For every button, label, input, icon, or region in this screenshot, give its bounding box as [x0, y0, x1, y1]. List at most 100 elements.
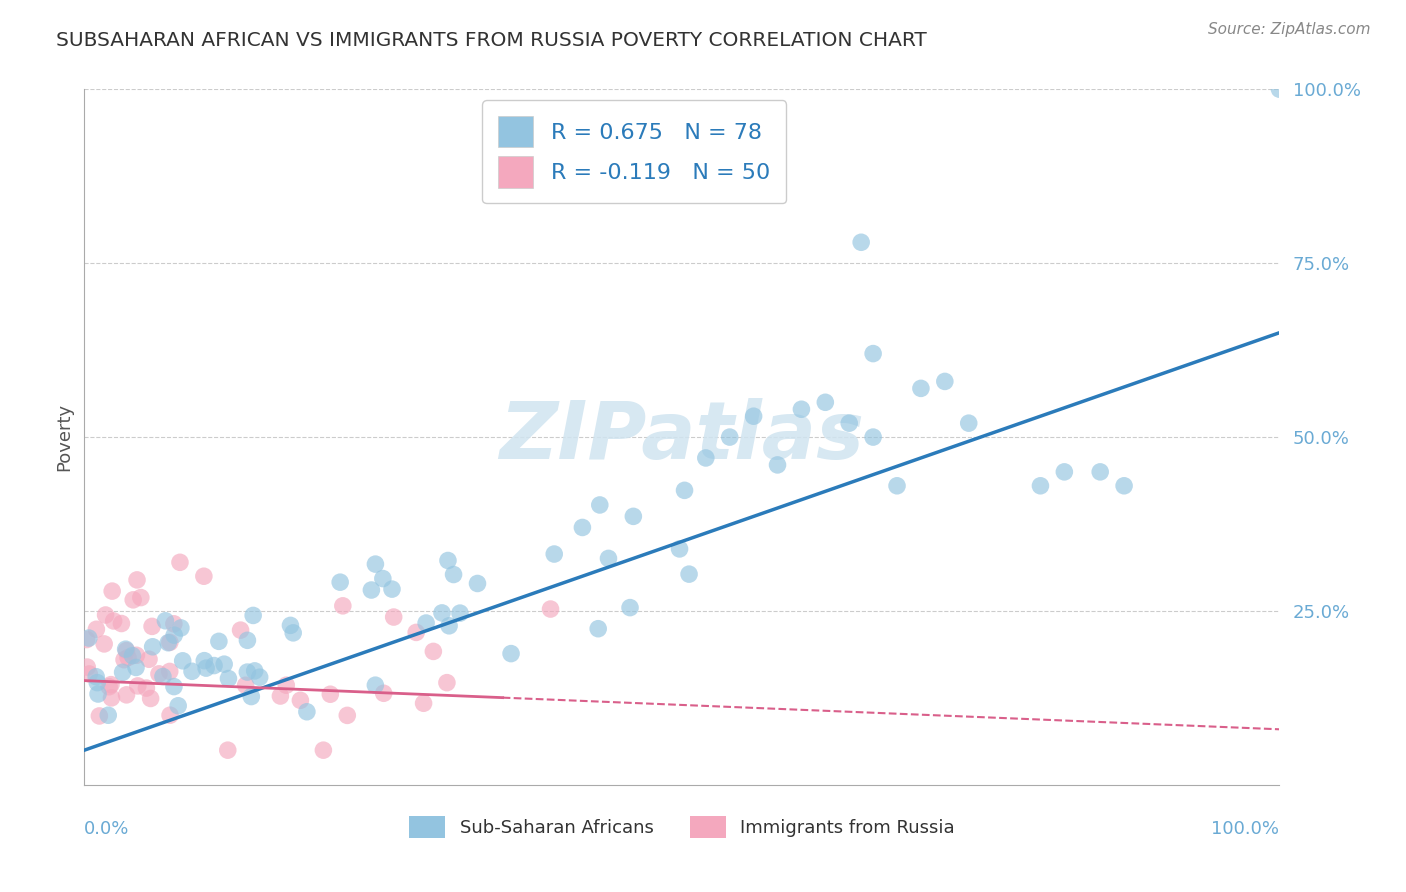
Point: [114, 642, 136, 657]
Point: [157, 636, 180, 650]
Point: [127, 679, 149, 693]
Legend: Sub-Saharan Africans, Immigrants from Russia: Sub-Saharan Africans, Immigrants from Ru…: [402, 809, 962, 846]
Point: [115, 688, 138, 702]
Point: [619, 600, 641, 615]
Point: [93, 637, 115, 651]
Point: [269, 689, 291, 703]
Point: [1268, 82, 1291, 96]
Point: [790, 402, 813, 417]
Point: [405, 625, 427, 640]
Point: [170, 621, 193, 635]
Point: [135, 681, 157, 695]
Point: [84, 670, 107, 684]
Point: [77, 631, 100, 645]
Point: [159, 635, 181, 649]
Point: [112, 653, 135, 667]
Point: [195, 661, 218, 675]
Point: [98, 680, 121, 694]
Point: [217, 743, 239, 757]
Point: [94, 607, 117, 622]
Point: [364, 678, 387, 692]
Text: Source: ZipAtlas.com: Source: ZipAtlas.com: [1208, 22, 1371, 37]
Point: [163, 616, 186, 631]
Point: [121, 648, 143, 663]
Point: [142, 640, 165, 654]
Point: [436, 675, 458, 690]
Point: [283, 625, 305, 640]
Point: [236, 665, 259, 679]
Point: [139, 691, 162, 706]
Point: [115, 643, 138, 657]
Point: [87, 687, 110, 701]
Point: [621, 509, 644, 524]
Point: [360, 582, 382, 597]
Point: [364, 557, 387, 571]
Point: [586, 622, 609, 636]
Point: [1114, 479, 1136, 493]
Point: [122, 592, 145, 607]
Point: [235, 678, 257, 692]
Point: [1090, 465, 1112, 479]
Point: [229, 623, 252, 637]
Point: [373, 686, 395, 700]
Point: [312, 743, 335, 757]
Point: [242, 608, 264, 623]
Point: [249, 670, 271, 684]
Point: [589, 498, 612, 512]
Point: [838, 416, 860, 430]
Point: [89, 709, 111, 723]
Point: [695, 450, 717, 465]
Point: [319, 687, 342, 701]
Point: [276, 678, 298, 692]
Point: [125, 573, 148, 587]
Point: [540, 602, 562, 616]
Point: [138, 652, 160, 666]
Point: [1053, 465, 1076, 479]
Point: [766, 458, 789, 472]
Point: [718, 430, 741, 444]
Point: [571, 520, 593, 534]
Point: [543, 547, 565, 561]
Point: [443, 567, 465, 582]
Point: [193, 654, 215, 668]
Point: [141, 619, 163, 633]
Point: [598, 551, 620, 566]
Point: [668, 541, 690, 556]
Point: [295, 705, 318, 719]
Point: [159, 708, 181, 723]
Point: [76, 632, 98, 647]
Point: [673, 483, 696, 498]
Point: [172, 654, 194, 668]
Point: [437, 619, 460, 633]
Point: [381, 582, 404, 596]
Point: [155, 614, 177, 628]
Point: [236, 633, 259, 648]
Point: [240, 690, 263, 704]
Point: [422, 644, 444, 658]
Point: [103, 614, 125, 628]
Text: 100.0%: 100.0%: [1212, 820, 1279, 838]
Point: [212, 657, 235, 672]
Point: [437, 553, 460, 567]
Point: [76, 660, 98, 674]
Y-axis label: Poverty: Poverty: [55, 403, 73, 471]
Point: [742, 409, 765, 424]
Point: [125, 648, 148, 663]
Point: [208, 634, 231, 648]
Point: [86, 675, 108, 690]
Point: [117, 650, 139, 665]
Point: [382, 610, 405, 624]
Point: [862, 346, 884, 360]
Point: [86, 622, 108, 636]
Text: 0.0%: 0.0%: [84, 820, 129, 838]
Point: [163, 680, 186, 694]
Point: [100, 678, 122, 692]
Point: [163, 628, 186, 642]
Point: [678, 567, 700, 582]
Point: [202, 658, 225, 673]
Point: [499, 647, 522, 661]
Point: [814, 395, 837, 409]
Point: [467, 576, 489, 591]
Point: [934, 375, 956, 389]
Point: [957, 416, 980, 430]
